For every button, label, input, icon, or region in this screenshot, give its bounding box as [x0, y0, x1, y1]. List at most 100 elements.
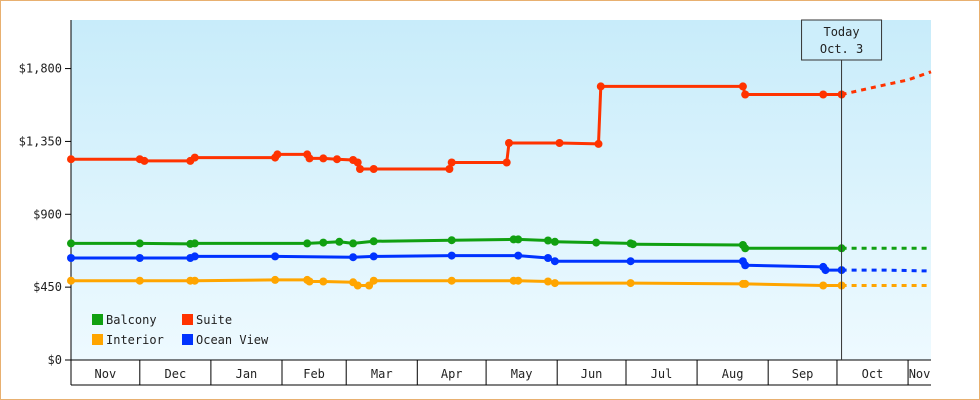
data-point-interior	[550, 279, 559, 288]
y-tick-label: $1,800	[19, 62, 62, 76]
data-point-ocean-view	[369, 252, 378, 261]
data-point-balcony	[335, 237, 344, 246]
data-point-ocean-view	[349, 253, 358, 262]
data-point-balcony	[135, 239, 144, 248]
legend-label-interior: Interior	[106, 333, 164, 347]
data-point-interior	[514, 276, 523, 285]
month-label-mar: Mar	[371, 367, 393, 381]
month-label-aug: Aug	[722, 367, 744, 381]
legend-swatch-interior	[92, 334, 103, 345]
today-date: Oct. 3	[820, 42, 863, 56]
data-point-interior	[819, 281, 828, 290]
data-point-suite	[596, 82, 605, 91]
month-label-sep: Sep	[792, 367, 814, 381]
data-point-suite	[819, 90, 828, 99]
plot-area	[71, 20, 931, 360]
data-point-balcony	[514, 235, 523, 244]
month-label-feb: Feb	[303, 367, 325, 381]
legend-swatch-ocean-view	[182, 334, 193, 345]
data-point-balcony	[592, 238, 601, 247]
legend-label-ocean-view: Ocean View	[196, 333, 269, 347]
legend-label-balcony: Balcony	[106, 313, 157, 327]
data-point-ocean-view	[190, 252, 199, 261]
data-point-balcony	[741, 244, 750, 253]
data-point-suite	[140, 156, 149, 165]
data-point-suite	[505, 139, 513, 147]
month-label-may: May	[511, 367, 533, 381]
data-point-ocean-view	[271, 252, 280, 261]
data-point-suite	[333, 155, 341, 164]
data-point-balcony	[628, 240, 637, 249]
series-projection-ocean-view	[841, 268, 932, 273]
data-point-balcony	[447, 236, 456, 245]
data-point-interior	[626, 279, 635, 288]
y-axis: $0 $450 $900 $1,350 $1,800	[19, 20, 72, 367]
data-point-balcony	[550, 237, 559, 246]
data-point-balcony	[319, 238, 328, 247]
month-label-nov: Nov	[909, 367, 931, 381]
data-point-interior	[305, 277, 314, 286]
month-label-jun: Jun	[581, 367, 603, 381]
y-tick-label: $1,350	[19, 134, 62, 148]
data-point-interior	[544, 277, 552, 286]
data-point-balcony	[303, 239, 312, 248]
data-point-suite	[190, 153, 199, 162]
data-point-ocean-view	[135, 254, 144, 262]
data-point-interior	[190, 276, 199, 285]
data-point-suite	[356, 165, 364, 173]
data-point-suite	[741, 90, 750, 99]
data-point-ocean-view	[67, 254, 75, 262]
y-tick-label: $450	[33, 280, 62, 294]
month-label-oct: Oct	[862, 367, 884, 381]
month-label-dec: Dec	[165, 367, 187, 381]
data-point-suite	[369, 165, 378, 173]
data-point-interior	[447, 276, 456, 285]
data-point-interior	[369, 276, 378, 285]
data-point-balcony	[67, 239, 75, 248]
series-projection-suite	[841, 70, 932, 96]
data-point-ocean-view	[741, 261, 750, 270]
data-point-ocean-view	[821, 266, 830, 275]
month-label-jan: Jan	[236, 367, 258, 381]
data-point-suite	[445, 165, 454, 173]
y-tick-label: $0	[48, 353, 62, 367]
data-point-suite	[738, 82, 747, 91]
data-point-ocean-view	[544, 254, 552, 262]
data-point-ocean-view	[447, 251, 456, 260]
data-point-interior	[67, 276, 75, 285]
month-label-nov: Nov	[95, 367, 117, 381]
data-point-suite	[353, 158, 362, 167]
data-point-suite	[594, 139, 603, 148]
data-point-ocean-view	[626, 257, 635, 266]
data-point-interior	[271, 275, 280, 284]
data-point-ocean-view	[514, 251, 523, 260]
data-point-balcony	[544, 236, 552, 245]
data-point-interior	[353, 281, 362, 290]
month-label-apr: Apr	[441, 367, 463, 381]
data-point-suite	[273, 150, 282, 159]
data-point-suite	[67, 155, 75, 164]
today-marker: Today Oct. 3	[801, 19, 883, 360]
data-point-balcony	[190, 239, 199, 248]
data-point-suite	[319, 154, 328, 163]
today-label: Today	[823, 25, 859, 39]
data-point-balcony	[349, 239, 358, 248]
data-point-interior	[741, 279, 750, 288]
data-point-balcony	[369, 237, 378, 246]
legend: Balcony Suite Interior Ocean View	[92, 313, 269, 347]
legend-swatch-suite	[182, 314, 193, 325]
data-point-ocean-view	[550, 257, 559, 266]
legend-swatch-balcony	[92, 314, 103, 325]
data-point-suite	[447, 158, 456, 167]
month-label-jul: Jul	[651, 367, 673, 381]
data-point-interior	[135, 276, 144, 285]
data-point-interior	[319, 277, 328, 286]
data-point-suite	[305, 154, 314, 163]
today-box	[801, 19, 883, 61]
x-axis: Nov Dec Jan Feb Mar Apr May Jun Jul Aug Sep Oct Nov	[70, 359, 931, 386]
legend-label-suite: Suite	[196, 313, 232, 327]
data-point-suite	[502, 158, 511, 167]
y-tick-label: $900	[33, 207, 62, 221]
series-layer	[67, 70, 932, 290]
